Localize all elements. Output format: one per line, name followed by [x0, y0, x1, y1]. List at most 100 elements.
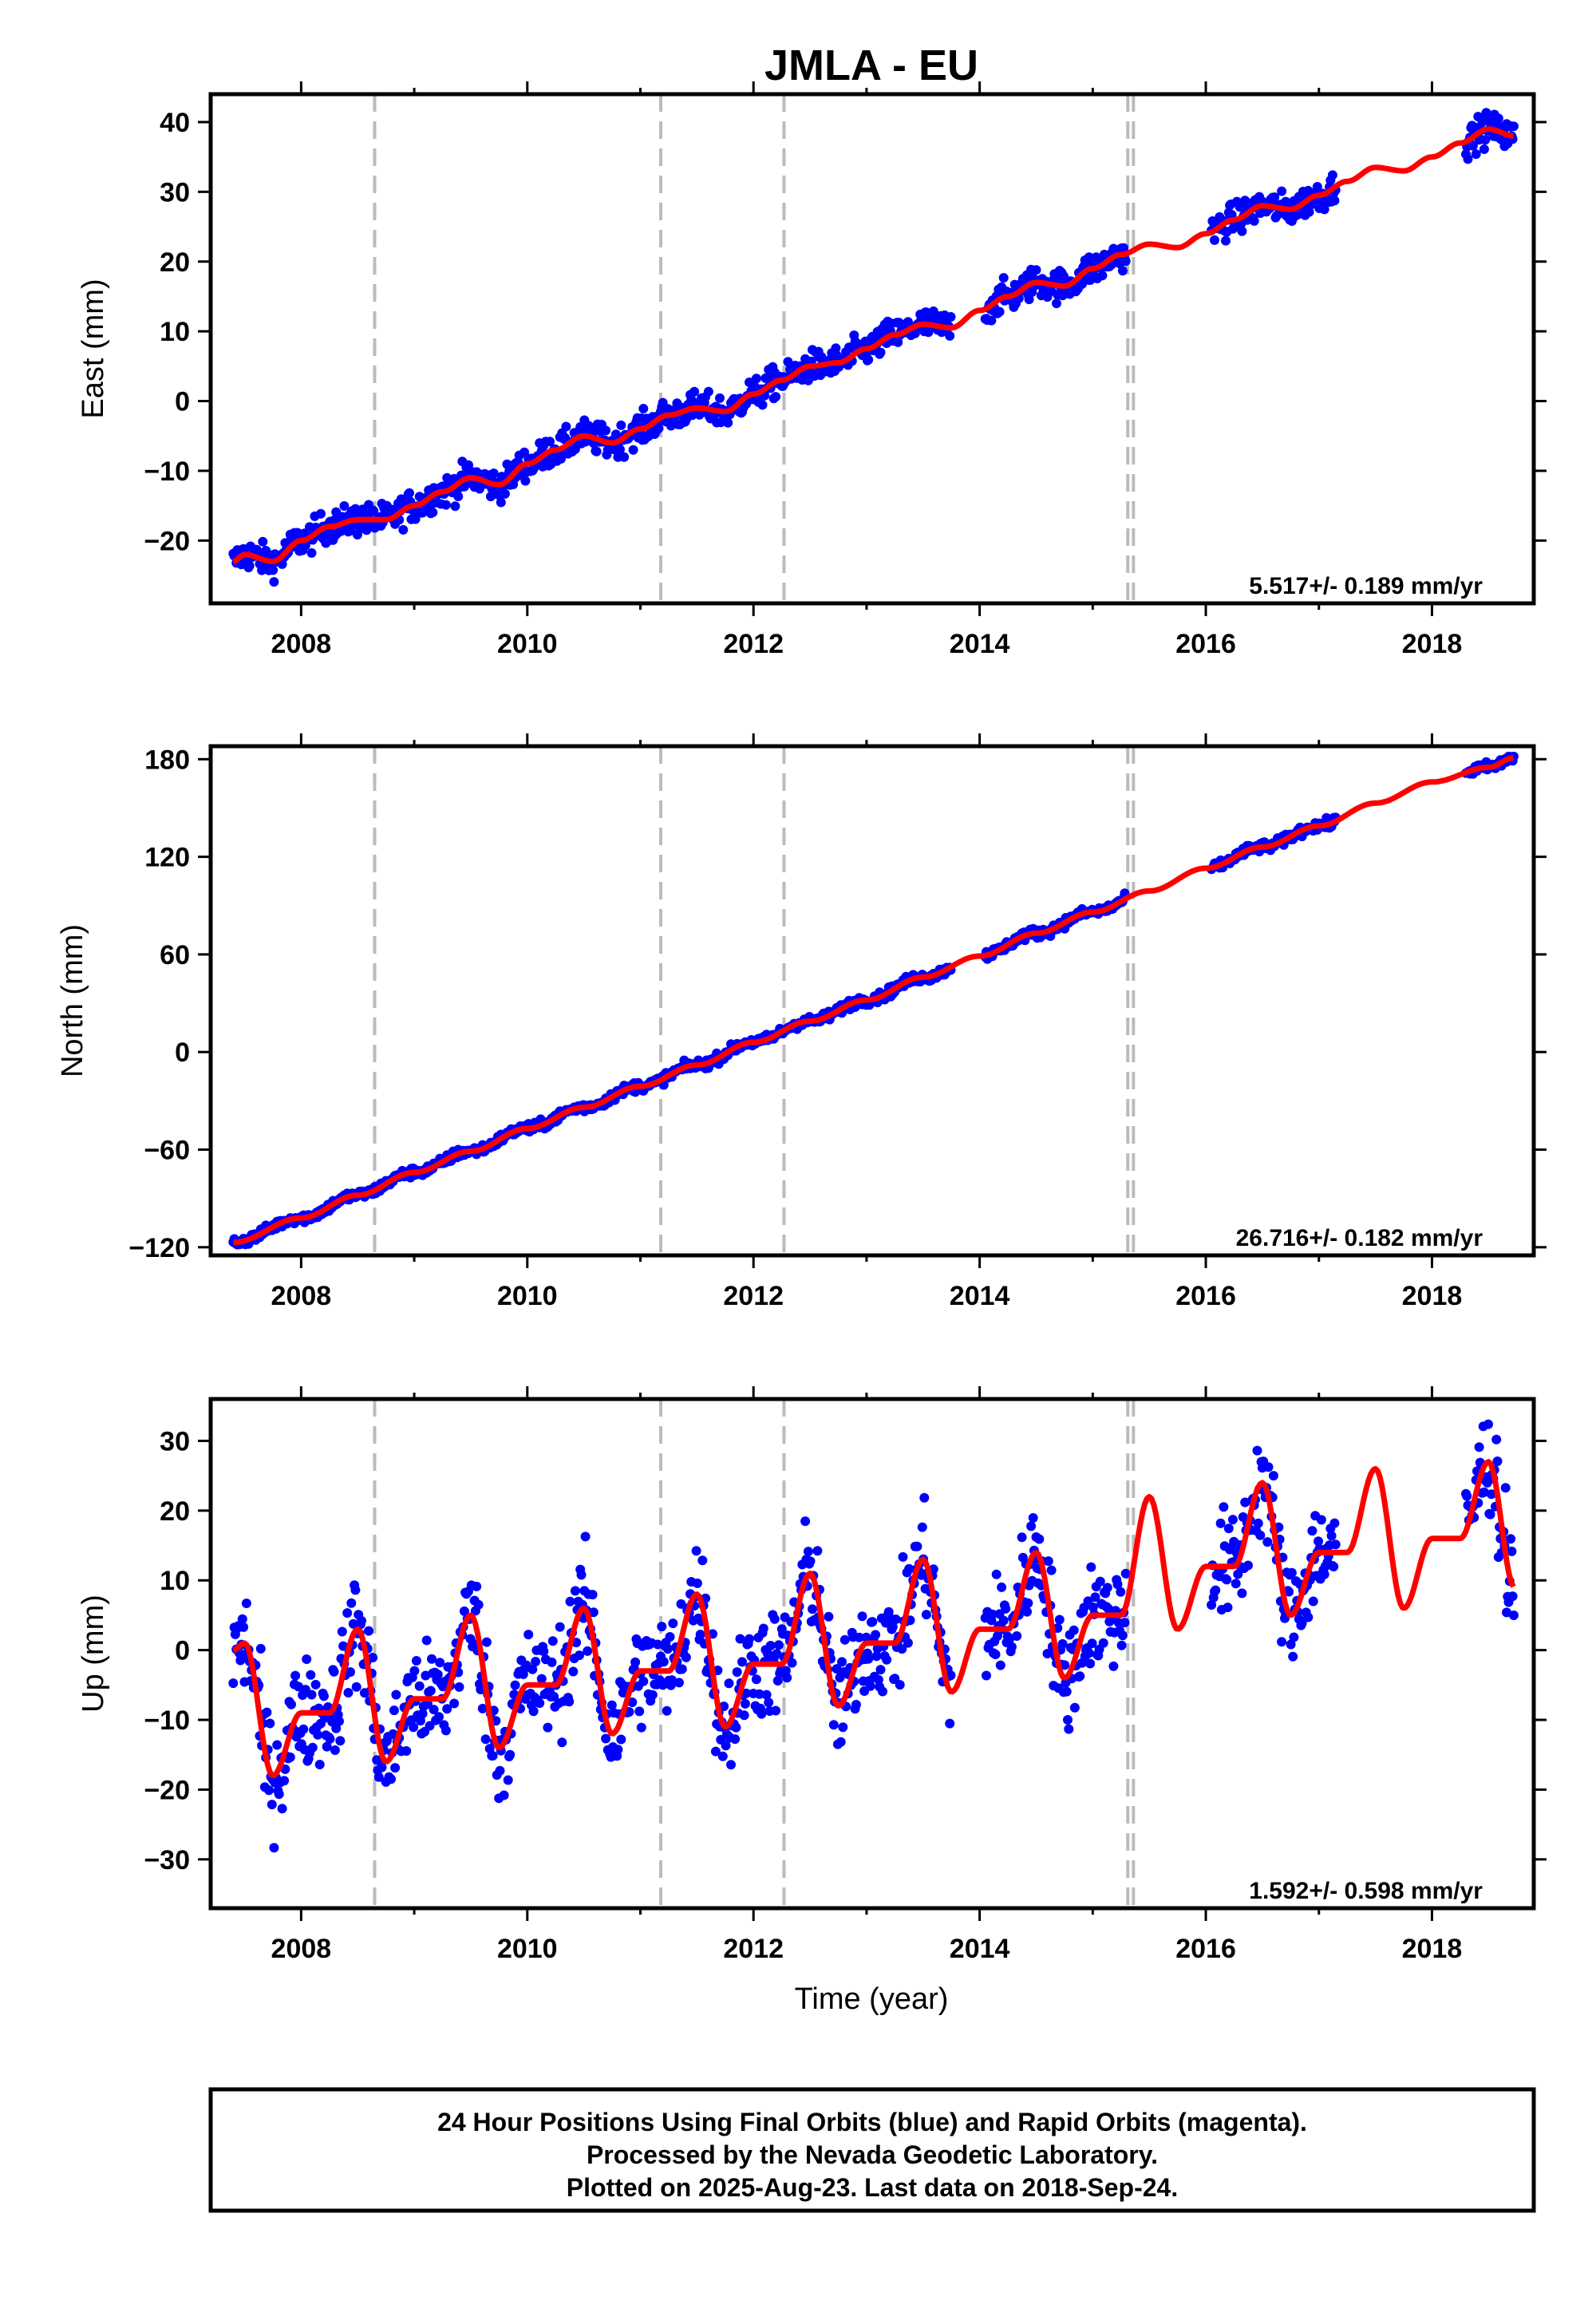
data-point	[564, 1697, 575, 1707]
data-point	[306, 547, 317, 558]
data-point	[903, 1638, 913, 1648]
data-point	[570, 444, 580, 454]
data-point	[1485, 1509, 1495, 1520]
data-point	[1474, 1442, 1484, 1452]
data-point	[1319, 1569, 1329, 1579]
data-point	[919, 1492, 930, 1503]
data-point	[783, 357, 793, 367]
data-point	[390, 1763, 401, 1773]
x-tick-label: 2012	[723, 1934, 784, 1964]
data-point	[751, 1674, 761, 1685]
data-point	[580, 1531, 591, 1542]
data-point	[1012, 1631, 1022, 1641]
data-point	[1017, 1532, 1027, 1543]
data-point	[267, 1800, 277, 1810]
data-point	[348, 1618, 358, 1629]
data-point	[691, 1546, 701, 1556]
data-point	[732, 1667, 742, 1678]
data-point	[1043, 1556, 1053, 1567]
data-point	[335, 1736, 346, 1746]
data-point	[887, 1622, 898, 1632]
data-point	[838, 1722, 848, 1733]
data-point	[410, 514, 421, 524]
data-point	[453, 492, 464, 501]
y-tick-label: 0	[175, 1636, 190, 1666]
data-point	[773, 1640, 784, 1650]
y-tick-label: 60	[160, 940, 190, 970]
data-point	[828, 1720, 839, 1730]
data-point	[1237, 1588, 1247, 1599]
data-point	[697, 1555, 708, 1566]
x-axis-label: Time (year)	[795, 1982, 949, 2016]
data-point	[364, 1626, 373, 1636]
data-point	[241, 1599, 251, 1608]
data-point	[1119, 243, 1129, 253]
data-point	[244, 560, 255, 571]
data-point	[1112, 1579, 1123, 1590]
x-tick-label: 2008	[271, 1934, 332, 1964]
data-point	[434, 1712, 444, 1722]
data-point	[1277, 186, 1287, 196]
data-point	[1491, 1434, 1502, 1445]
data-point	[1060, 1660, 1070, 1670]
data-point	[1095, 1576, 1105, 1587]
data-point	[274, 1789, 284, 1800]
data-point	[674, 1678, 684, 1688]
data-point	[721, 1741, 731, 1751]
y-axis-label: North (mm)	[56, 924, 89, 1077]
data-point	[882, 1654, 892, 1665]
data-point	[1308, 1596, 1318, 1607]
data-point	[386, 1774, 396, 1784]
data-point	[1046, 1565, 1057, 1575]
data-point	[1064, 1724, 1074, 1734]
data-point	[1304, 207, 1314, 217]
data-point	[1120, 1618, 1130, 1628]
data-point	[306, 1690, 317, 1700]
data-point	[568, 1666, 579, 1677]
data-point	[875, 347, 886, 358]
data-point	[314, 1760, 325, 1769]
data-point	[745, 1634, 754, 1644]
panels: 2008 2010 2012 2014 2016 2018−20−10010203040E…	[56, 81, 1547, 1964]
x-tick-label: 2010	[497, 629, 558, 659]
data-point	[477, 1703, 488, 1713]
data-point	[668, 1618, 678, 1629]
data-point	[638, 1676, 649, 1686]
data-point	[440, 1725, 451, 1736]
y-tick-label: −60	[144, 1136, 190, 1166]
data-point	[1286, 1567, 1297, 1578]
panel-1: 2008 2010 2012 2014 2016 2018 −20 −10 0 10 20 30 40 E…	[77, 81, 1547, 659]
data-point	[277, 1804, 287, 1814]
data-point	[836, 1737, 846, 1747]
y-tick-label: 30	[160, 1426, 190, 1456]
data-point	[1042, 1649, 1053, 1658]
data-point	[616, 1734, 626, 1745]
data-point	[1463, 154, 1473, 164]
data-point	[782, 1673, 792, 1683]
data-point	[995, 1660, 1005, 1670]
data-point	[472, 1581, 482, 1591]
data-point	[982, 1670, 991, 1681]
data-point	[1329, 1518, 1340, 1528]
y-tick-label: 10	[160, 317, 190, 347]
data-point	[831, 343, 841, 354]
data-point	[1088, 1602, 1098, 1612]
data-point	[488, 468, 499, 479]
data-point	[398, 524, 409, 535]
data-point	[1227, 1515, 1238, 1525]
data-point	[1231, 1579, 1241, 1589]
y-axis-label: Up (mm)	[77, 1595, 110, 1713]
data-point	[676, 1599, 686, 1609]
data-point	[1104, 1603, 1113, 1614]
data-point	[808, 1604, 817, 1614]
data-point	[717, 1751, 728, 1761]
data-point	[1237, 226, 1247, 236]
data-point	[1120, 1568, 1131, 1579]
data-point	[1263, 1462, 1274, 1472]
data-point	[488, 1751, 498, 1761]
data-point	[342, 1608, 353, 1618]
data-point	[1098, 1638, 1108, 1648]
data-point	[1223, 1524, 1234, 1534]
x-tick-label: 2012	[723, 1281, 784, 1311]
data-point	[1249, 215, 1259, 226]
